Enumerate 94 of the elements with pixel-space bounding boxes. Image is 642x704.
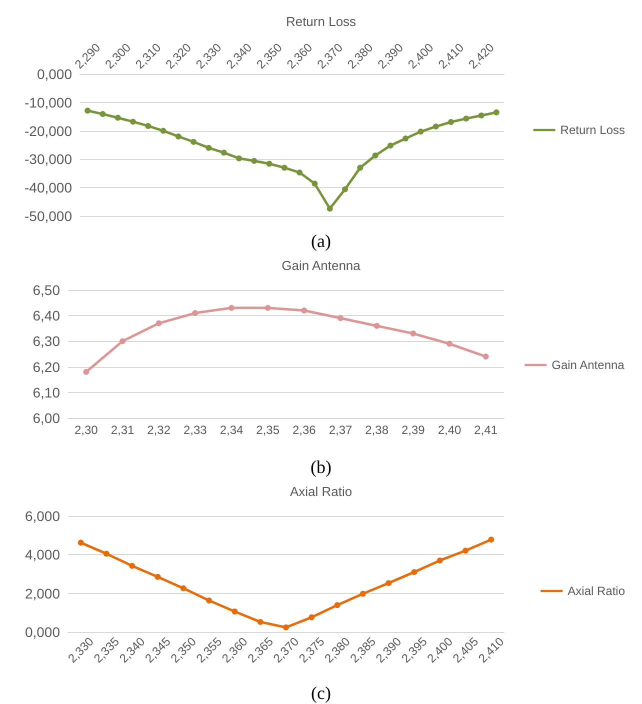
x-tick-label: 2,38 <box>365 423 389 437</box>
x-tick-label: 2,35 <box>256 423 280 437</box>
point <box>360 590 366 597</box>
x-tick-label: 2,32 <box>147 423 171 437</box>
point <box>312 180 318 187</box>
point <box>462 548 469 554</box>
y-tick-label: -40,000 <box>24 180 72 196</box>
point <box>374 322 380 329</box>
point <box>192 310 198 316</box>
point <box>493 109 500 116</box>
point <box>84 108 91 114</box>
legend-label: Gain Antenna <box>552 358 625 372</box>
point <box>175 133 182 140</box>
point <box>160 128 166 134</box>
x-tick-label: 2,34 <box>220 423 244 437</box>
point <box>232 608 238 615</box>
chart-title: Return Loss <box>286 14 357 29</box>
y-tick-label: 0,000 <box>24 624 60 640</box>
legend-label: Return Loss <box>560 123 626 137</box>
point <box>236 155 242 162</box>
y-tick-label: 6,40 <box>32 308 60 324</box>
y-tick-label: -50,000 <box>24 208 72 224</box>
x-tick-label: 2,40 <box>438 423 462 437</box>
y-tick-label: 6,30 <box>32 333 60 350</box>
y-tick-label: 6,000 <box>24 508 60 524</box>
point <box>386 580 392 586</box>
point <box>478 112 484 118</box>
point <box>257 618 264 625</box>
point <box>402 135 409 142</box>
point <box>180 585 186 592</box>
chart-title: Axial Ratio <box>290 484 352 499</box>
point <box>446 340 452 347</box>
point <box>220 150 227 156</box>
point <box>301 307 308 314</box>
point <box>145 122 152 129</box>
point <box>120 338 126 344</box>
point <box>100 111 106 118</box>
point <box>83 368 90 375</box>
point <box>206 144 212 151</box>
y-tick-label: 6,50 <box>32 282 60 298</box>
x-tick-label: 2,30 <box>74 423 98 437</box>
point <box>342 186 348 192</box>
point <box>154 574 161 580</box>
y-tick-label: 2,000 <box>24 585 60 602</box>
y-tick-label: 6,10 <box>32 384 60 400</box>
text: (a) <box>311 231 331 251</box>
point <box>130 118 136 125</box>
point <box>357 164 364 171</box>
point <box>283 624 289 630</box>
point <box>448 118 454 125</box>
point <box>156 320 162 326</box>
point <box>251 158 258 164</box>
point <box>338 315 344 322</box>
y-tick-label: 6,00 <box>32 410 60 426</box>
y-tick-label: 0,000 <box>36 66 72 82</box>
point <box>114 114 121 121</box>
point <box>296 170 303 176</box>
y-tick-label: -20,000 <box>24 122 72 139</box>
point <box>411 569 418 576</box>
text: (b) <box>310 457 332 477</box>
y-tick-label: -30,000 <box>24 151 72 168</box>
point <box>387 142 394 149</box>
x-tick-label: 2,41 <box>474 423 498 437</box>
x-tick-label: 2,31 <box>110 423 134 437</box>
point <box>488 536 494 543</box>
point <box>206 597 212 604</box>
point <box>308 614 315 620</box>
point <box>326 206 333 212</box>
x-tick-label: 2,33 <box>183 423 208 437</box>
point <box>129 562 136 569</box>
point <box>334 602 340 608</box>
legend-label: Axial Ratio <box>568 584 626 598</box>
point <box>78 540 84 546</box>
point <box>103 550 110 557</box>
point <box>372 152 378 159</box>
x-tick-label: 2,37 <box>328 423 352 437</box>
y-tick-label: 4,000 <box>24 546 60 563</box>
point <box>436 557 443 564</box>
x-tick-label: 2,39 <box>401 423 426 437</box>
text: (c) <box>311 683 331 703</box>
point <box>264 304 271 311</box>
y-tick-label: 6,20 <box>32 358 60 375</box>
point <box>190 138 197 145</box>
point <box>228 304 234 311</box>
point <box>418 128 424 135</box>
chart-title: Gain Antenna <box>282 258 362 273</box>
point <box>410 330 416 337</box>
x-tick-label: 2,36 <box>292 423 316 437</box>
y-tick-label: -10,000 <box>24 94 72 110</box>
point <box>463 116 470 122</box>
point <box>266 160 272 167</box>
point <box>482 354 489 360</box>
point <box>432 124 439 130</box>
point <box>281 164 288 171</box>
